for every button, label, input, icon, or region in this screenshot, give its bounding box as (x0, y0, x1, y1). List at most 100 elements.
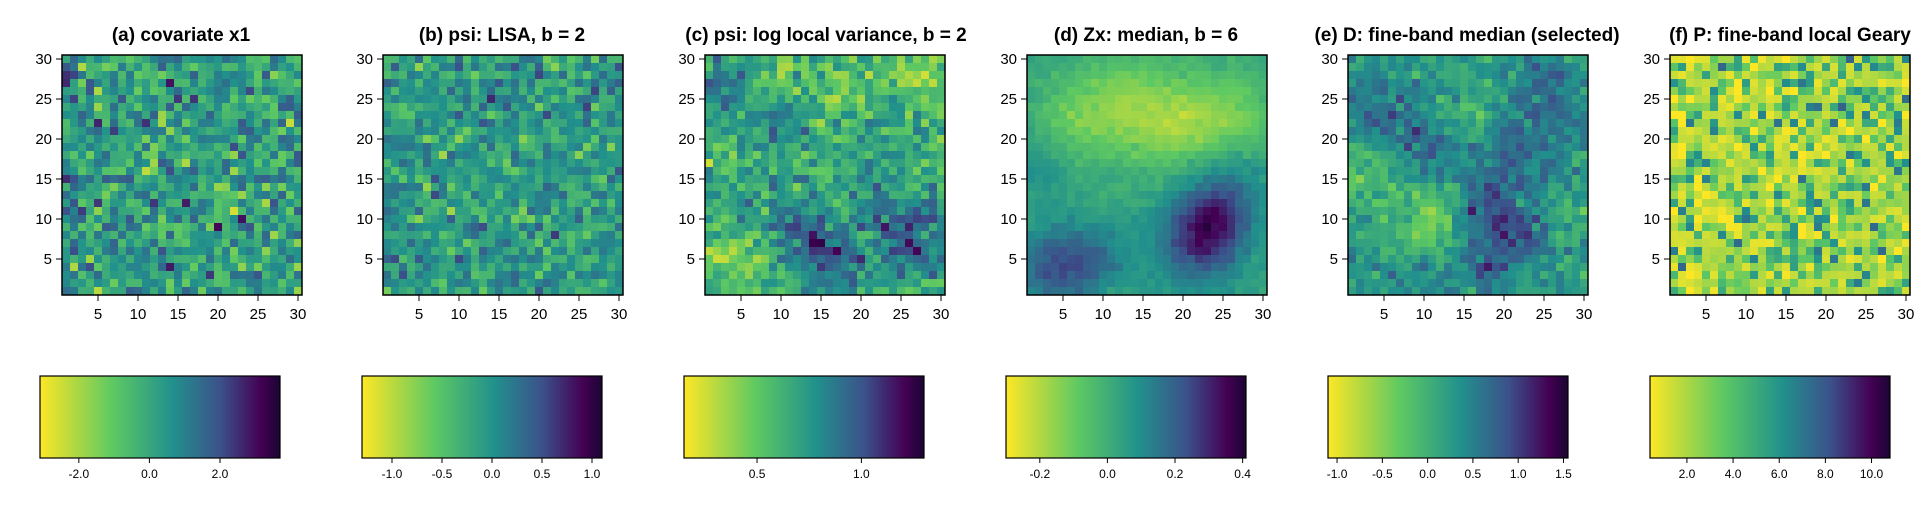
heatmap-cell (1492, 119, 1501, 128)
heatmap-cell (527, 143, 536, 152)
heatmap-cell (62, 79, 71, 88)
heatmap-cell (1396, 199, 1405, 208)
heatmap-cell (1580, 247, 1589, 256)
heatmap-cell (849, 95, 858, 104)
heatmap-cell (1710, 103, 1719, 112)
heatmap-cell (415, 199, 424, 208)
heatmap-cell (1139, 103, 1148, 112)
heatmap-cell (527, 231, 536, 240)
heatmap-cell (214, 87, 223, 96)
heatmap-cell (1468, 55, 1477, 64)
heatmap-cell (1420, 231, 1429, 240)
heatmap-cell (1532, 287, 1541, 296)
heatmap-cell (1580, 143, 1589, 152)
heatmap-cell (1219, 119, 1228, 128)
heatmap-cell (559, 63, 568, 72)
heatmap-cell (1734, 111, 1743, 120)
heatmap-cell (1548, 287, 1557, 296)
colorbar-tick-label: 0.4 (1234, 467, 1251, 481)
heatmap-cell (1123, 63, 1132, 72)
heatmap-cell (543, 167, 552, 176)
heatmap-cell (753, 207, 762, 216)
heatmap-cell (1163, 63, 1172, 72)
heatmap-cell (1790, 87, 1799, 96)
heatmap-cell (399, 263, 408, 272)
heatmap-cell (913, 79, 922, 88)
heatmap-cell (503, 63, 512, 72)
heatmap-cell (1171, 199, 1180, 208)
heatmap-cell (1364, 287, 1373, 296)
heatmap-cell (463, 271, 472, 280)
heatmap-cell (519, 119, 528, 128)
heatmap-cell (1404, 159, 1413, 168)
heatmap-cell (1043, 287, 1052, 296)
heatmap-cell (1203, 167, 1212, 176)
heatmap-cell (1460, 63, 1469, 72)
heatmap-cell (809, 207, 818, 216)
heatmap-cell (158, 159, 167, 168)
heatmap-cell (753, 159, 762, 168)
heatmap-cell (535, 79, 544, 88)
heatmap-cell (134, 215, 143, 224)
heatmap-cell (745, 191, 754, 200)
heatmap-cell (1790, 55, 1799, 64)
heatmap-cell (294, 159, 303, 168)
y-tick-label: 15 (1000, 171, 1017, 188)
heatmap-cell (1356, 119, 1365, 128)
heatmap-cell (575, 167, 584, 176)
heatmap-cell (1147, 255, 1156, 264)
heatmap-cell (423, 151, 432, 160)
heatmap-cell (1492, 135, 1501, 144)
heatmap-cell (1556, 55, 1565, 64)
heatmap-cell (857, 79, 866, 88)
colorbar-tick-label: 0.0 (1099, 467, 1116, 481)
heatmap-cell (238, 279, 247, 288)
heatmap-cell (769, 271, 778, 280)
heatmap-cell (833, 103, 842, 112)
heatmap-cell (1862, 95, 1871, 104)
heatmap-cell (1163, 127, 1172, 136)
heatmap-cell (1508, 151, 1517, 160)
heatmap-cell (1107, 127, 1116, 136)
heatmap-cell (543, 191, 552, 200)
heatmap-cell (206, 95, 215, 104)
heatmap-cell (865, 95, 874, 104)
heatmap-cell (543, 255, 552, 264)
heatmap-cell (849, 71, 858, 80)
heatmap-cell (1548, 79, 1557, 88)
heatmap-cell (94, 263, 103, 272)
heatmap-cell (166, 207, 175, 216)
heatmap-cell (86, 79, 95, 88)
heatmap-cell (1388, 151, 1397, 160)
heatmap-cell (897, 239, 906, 248)
heatmap-cell (511, 279, 520, 288)
heatmap-cell (62, 207, 71, 216)
heatmap-cell (142, 79, 151, 88)
heatmap-cell (1806, 119, 1815, 128)
heatmap-cell (487, 207, 496, 216)
heatmap-cell (551, 175, 560, 184)
heatmap-cell (519, 103, 528, 112)
heatmap-cell (134, 159, 143, 168)
heatmap-cell (1838, 63, 1847, 72)
heatmap-cell (745, 119, 754, 128)
heatmap-cell (857, 103, 866, 112)
heatmap-cell (1027, 167, 1036, 176)
heatmap-cell (1123, 207, 1132, 216)
heatmap-cell (1147, 95, 1156, 104)
heatmap-cell (431, 263, 440, 272)
heatmap-cell (817, 151, 826, 160)
heatmap-cell (591, 143, 600, 152)
heatmap-cell (1107, 167, 1116, 176)
heatmap-cell (142, 87, 151, 96)
heatmap-cell (1211, 287, 1220, 296)
heatmap-cell (833, 63, 842, 72)
heatmap-cell (1187, 87, 1196, 96)
heatmap-cell (567, 263, 576, 272)
heatmap-cell (1484, 151, 1493, 160)
heatmap-cell (126, 231, 135, 240)
heatmap-cell (1428, 167, 1437, 176)
heatmap-cell (455, 247, 464, 256)
heatmap-cell (713, 215, 722, 224)
heatmap-cell (1484, 103, 1493, 112)
